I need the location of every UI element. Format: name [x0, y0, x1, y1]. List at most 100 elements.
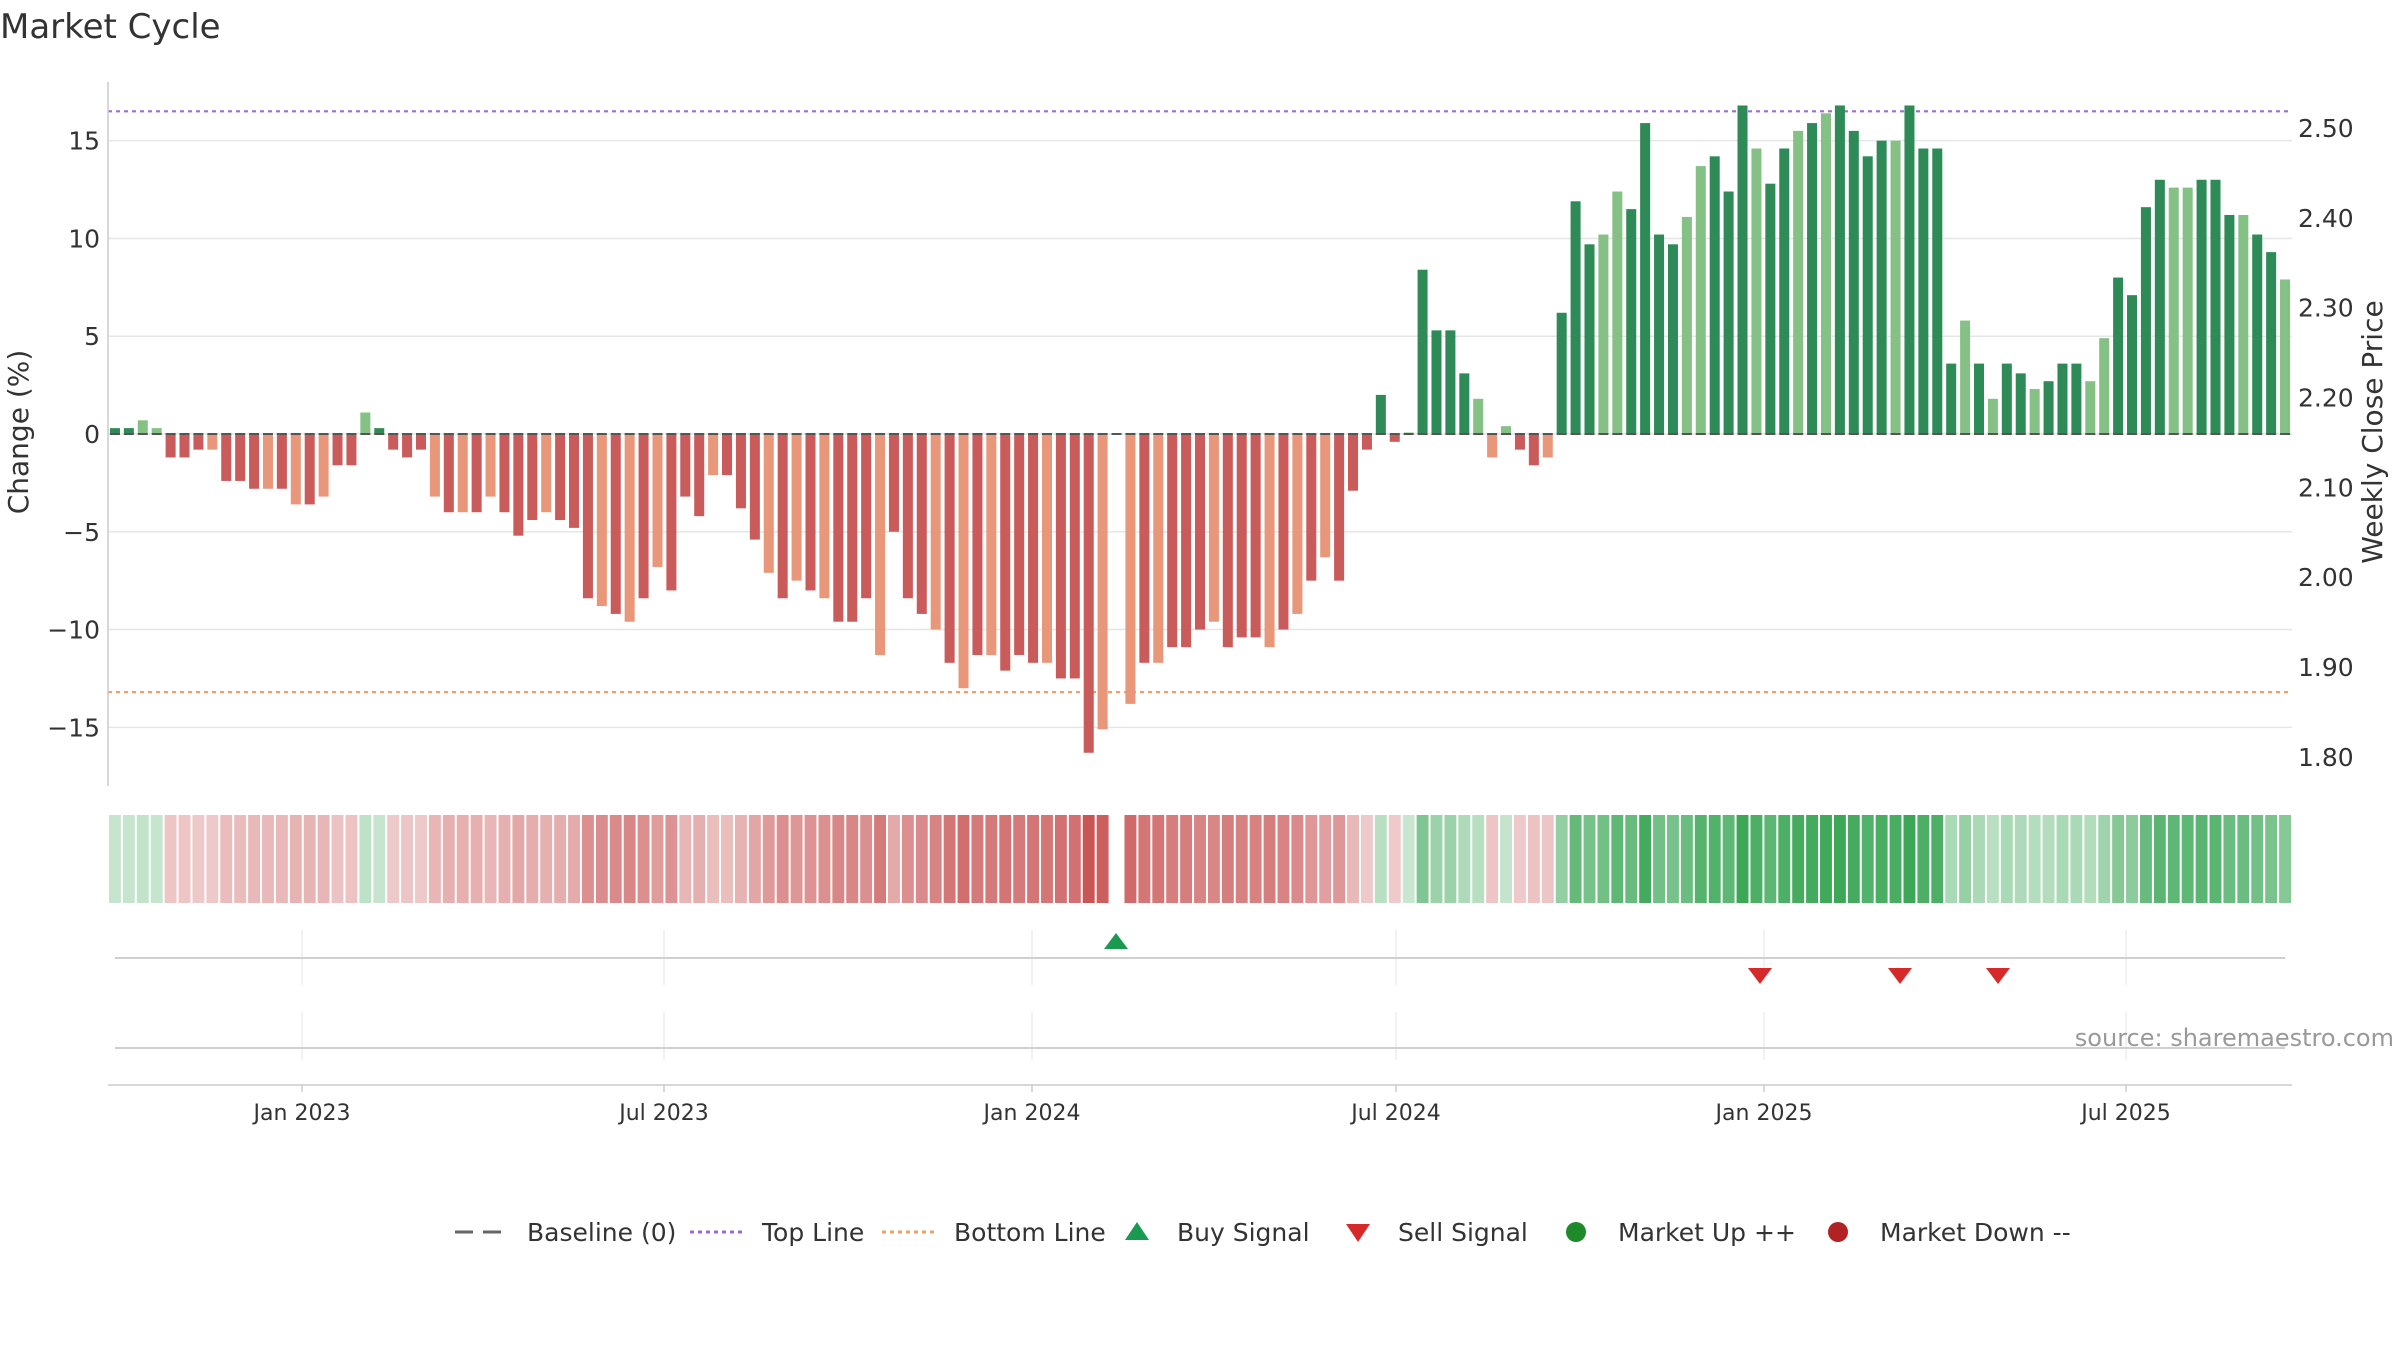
y-tick-label: −15 [47, 713, 100, 742]
legend-label: Bottom Line [954, 1218, 1106, 1247]
change-bar [221, 434, 232, 481]
change-bar [986, 434, 997, 655]
change-bar [429, 434, 440, 497]
change-bar [332, 434, 343, 466]
threshold-lines [108, 110, 2292, 694]
change-bar [944, 434, 955, 663]
chart-title: Market Cycle [0, 7, 221, 47]
heat-cell [1347, 815, 1359, 903]
change-bar [2182, 187, 2193, 434]
sell-signal-marker [1748, 968, 1772, 984]
heat-cell [428, 815, 441, 903]
change-bar [1765, 183, 1776, 434]
change-bar [1083, 434, 1094, 753]
y-right-tick-label: 2.50 [2298, 114, 2354, 143]
heat-cell [526, 815, 539, 903]
heat-cell [1360, 815, 1373, 903]
heat-cell [554, 815, 567, 903]
heat-cell [1611, 815, 1624, 903]
heat-cell [818, 815, 831, 903]
legend-item: Top Line [690, 1218, 864, 1247]
change-bar [1528, 434, 1539, 466]
heat-cell [1221, 815, 1234, 903]
heat-cell [971, 815, 984, 903]
change-bar [2140, 207, 2151, 434]
heat-cell [109, 815, 121, 903]
heat-cell [1152, 815, 1165, 903]
change-bar [610, 434, 621, 614]
change-bar [666, 434, 677, 591]
heat-cell [1722, 815, 1735, 903]
change-bar [902, 434, 913, 599]
heat-cell [456, 815, 469, 903]
heat-cell [2056, 815, 2069, 903]
heat-cell [289, 815, 302, 903]
heat-cell [943, 815, 956, 903]
change-bar [555, 434, 566, 521]
heat-cell [1096, 815, 1109, 903]
heat-cell [1806, 815, 1819, 903]
change-bar [1041, 434, 1052, 663]
y-right-tick-label: 2.40 [2298, 204, 2354, 233]
heat-cell [1054, 815, 1067, 903]
change-bar [388, 434, 399, 450]
x-tick-label: Jan 2025 [1714, 1101, 1813, 1126]
heat-cell [1750, 815, 1763, 903]
heat-cell [1374, 815, 1387, 903]
x-tick-label: Jan 2024 [982, 1101, 1081, 1126]
change-bar [1375, 394, 1386, 434]
change-bar [457, 434, 468, 513]
change-bar [638, 434, 649, 599]
change-bar [541, 434, 552, 513]
heat-cell [1027, 815, 1040, 903]
change-bar [1334, 434, 1345, 581]
heat-cell [1319, 815, 1332, 903]
change-bar [235, 434, 246, 481]
heat-cell [707, 815, 720, 903]
heat-cell [1569, 815, 1582, 903]
change-bar [596, 434, 607, 607]
heat-cell [985, 815, 998, 903]
change-bar [735, 434, 746, 509]
change-bar [930, 434, 941, 630]
heat-cell [248, 815, 261, 903]
heat-cell [164, 815, 177, 903]
change-bar [1250, 434, 1261, 638]
heat-cell [262, 815, 274, 903]
change-bar [1960, 320, 1971, 434]
heat-cell [748, 815, 761, 903]
change-bar [2043, 381, 2054, 434]
x-tick-label: Jul 2024 [1349, 1101, 1441, 1126]
change-bar [1793, 130, 1804, 434]
legend-item: Bottom Line [882, 1218, 1106, 1247]
heat-cell [192, 815, 205, 903]
change-bar [1918, 148, 1929, 434]
right-y-tick-labels: 1.80 1.90 2.00 2.10 2.20 2.30 2.40 2.50 [2298, 114, 2354, 772]
change-bar [1946, 363, 1957, 434]
heat-cell [540, 815, 553, 903]
change-bar [151, 428, 162, 434]
legend-label: Top Line [761, 1218, 864, 1247]
change-bar [1348, 434, 1359, 491]
heat-cell [832, 815, 845, 903]
change-bar [1264, 434, 1275, 648]
heat-cell [888, 815, 900, 903]
change-bar [1876, 140, 1887, 434]
heat-cell [2042, 815, 2055, 903]
heat-cell [512, 815, 525, 903]
change-bar [680, 434, 691, 497]
y-tick-label: 10 [68, 224, 100, 253]
heat-cell [150, 815, 163, 903]
heat-cell [568, 815, 580, 903]
change-bar [1459, 373, 1470, 434]
legend-swatch [1125, 1222, 1149, 1240]
change-bar [179, 434, 190, 458]
heat-cell [1959, 815, 1972, 903]
heat-cell [1235, 815, 1248, 903]
legend-swatch [1828, 1222, 1848, 1242]
heat-cell [1263, 815, 1276, 903]
change-bar [847, 434, 858, 622]
change-bar [249, 434, 260, 489]
heat-cell [1778, 815, 1791, 903]
y-right-tick-label: 2.20 [2298, 384, 2354, 413]
